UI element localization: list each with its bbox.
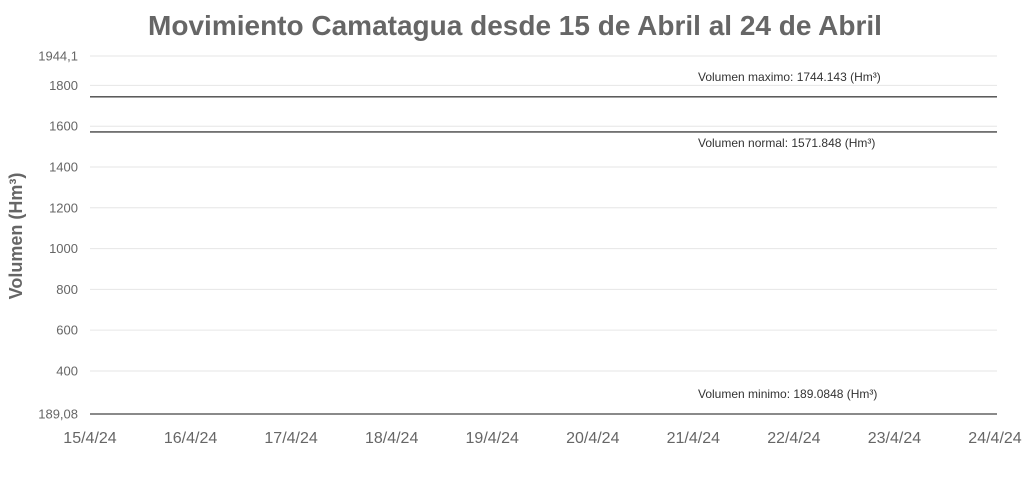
y-tick-label: 1944,1 [38, 49, 78, 64]
x-tick-label: 23/4/24 [868, 430, 921, 447]
reference-line-label: Volumen maximo: 1744.143 (Hm³) [698, 70, 881, 84]
x-tick-label: 19/4/24 [466, 430, 519, 447]
y-tick-label: 1600 [49, 119, 78, 134]
y-tick-label: 1200 [49, 200, 78, 215]
x-tick-label: 17/4/24 [264, 430, 317, 447]
x-tick-label: 16/4/24 [164, 430, 217, 447]
reference-line-label: Volumen minimo: 189.0848 (Hm³) [698, 387, 877, 401]
y-axis-label: Volumen (Hm³) [6, 173, 26, 300]
y-tick-label: 600 [56, 323, 78, 338]
x-tick-label: 15/4/24 [63, 430, 116, 447]
x-tick-label: 22/4/24 [767, 430, 820, 447]
x-tick-label: 24/4/24 [968, 430, 1021, 447]
y-tick-label: 800 [56, 282, 78, 297]
y-tick-label: 189,08 [38, 407, 78, 422]
grid-lines [90, 55, 997, 415]
y-tick-label: 1800 [49, 78, 78, 93]
y-tick-label: 1400 [49, 159, 78, 174]
reference-line-label: Volumen normal: 1571.848 (Hm³) [698, 136, 875, 150]
x-tick-label: 20/4/24 [566, 430, 619, 447]
x-tick-label: 18/4/24 [365, 430, 418, 447]
y-tick-label: 400 [56, 363, 78, 378]
reference-lines: Volumen maximo: 1744.143 (Hm³) Volumen no… [90, 70, 997, 415]
y-tick-label: 1000 [49, 241, 78, 256]
y-axis-ticks: 189,08 400 600 800 1000 1200 1400 1600 1800 1944,… [38, 49, 78, 422]
x-tick-label: 21/4/24 [667, 430, 720, 447]
x-axis-ticks: 15/4/24 16/4/24 17/4/24 18/4/24 19/4/24 20/4/… [63, 430, 1021, 447]
chart-title: Movimiento Camatagua desde 15 de Abril a… [148, 10, 882, 41]
